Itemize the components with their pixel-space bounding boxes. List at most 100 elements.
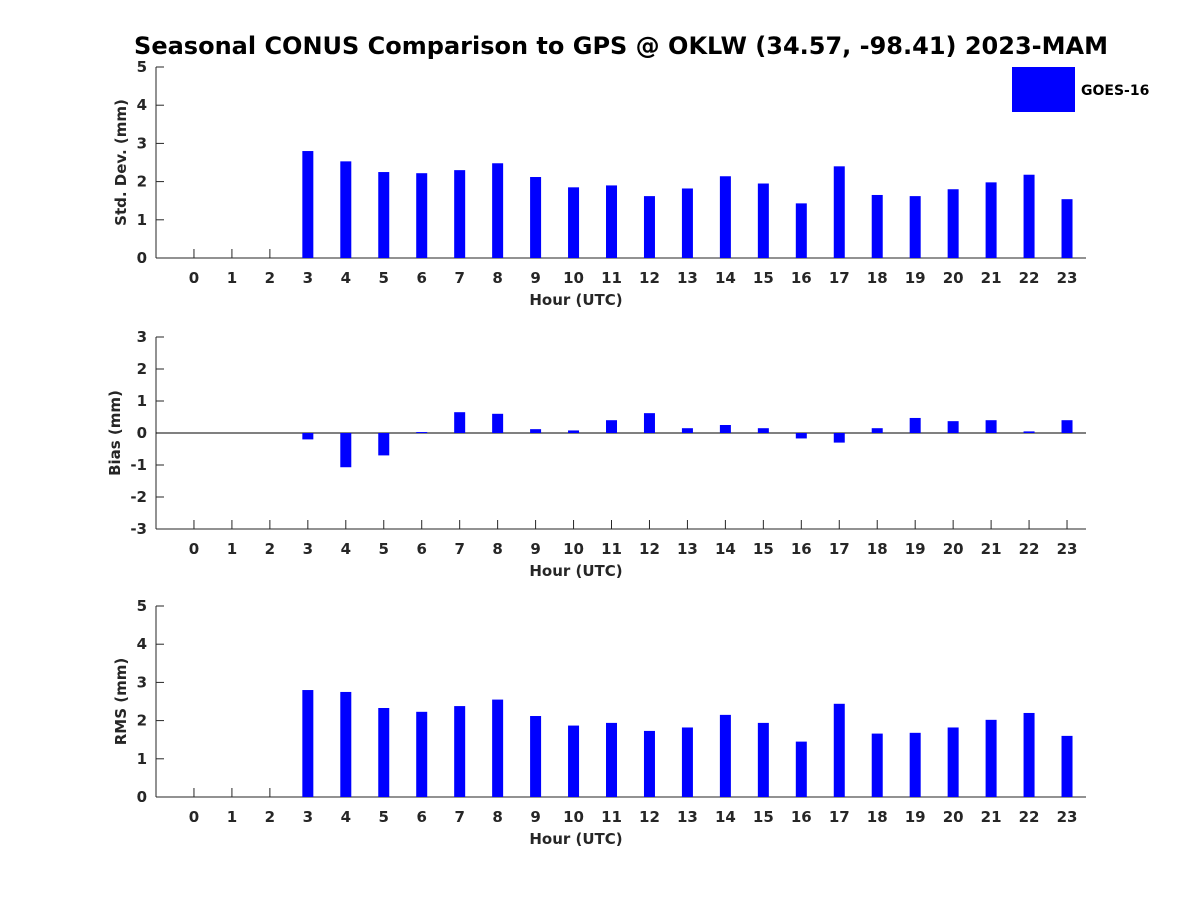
std-dev-bar-hour-18 [871, 194, 883, 258]
rms-ytick-label: 4 [137, 635, 147, 653]
bias-bar-hour-14 [719, 425, 731, 433]
std-dev-bar-hour-23 [1061, 199, 1073, 258]
rms-bar-hour-18 [871, 733, 883, 797]
rms-xtick-label: 23 [1057, 808, 1078, 826]
std-dev-xtick-label: 7 [454, 269, 464, 287]
std-dev-ytick-label: 3 [137, 134, 147, 152]
rms-ytick-label: 3 [137, 673, 147, 691]
rms-bar-hour-13 [681, 727, 693, 797]
rms-xtick-label: 19 [905, 808, 926, 826]
std-dev-xtick-label: 22 [1019, 269, 1040, 287]
std-dev-xtick-label: 18 [867, 269, 888, 287]
rms-ytick-label: 5 [137, 597, 147, 615]
bias-bar-hour-23 [1061, 420, 1073, 433]
bias-bar-hour-9 [530, 429, 542, 433]
std-dev-bar-hour-21 [985, 182, 997, 258]
rms-bar-hour-21 [985, 719, 997, 797]
bias-bar-hour-20 [947, 421, 959, 433]
bias-bar-hour-16 [795, 433, 807, 439]
bias-xtick-label: 3 [303, 540, 313, 558]
bias-bar-hour-8 [492, 413, 504, 433]
rms-bar-hour-3 [302, 690, 314, 797]
std-dev-bar-hour-3 [302, 151, 314, 258]
std-dev-xtick-label: 5 [379, 269, 389, 287]
std-dev-bar-hour-5 [378, 172, 390, 258]
bias-bar-hour-10 [568, 430, 580, 433]
std-dev-xtick-label: 15 [753, 269, 774, 287]
bias-bar-hour-21 [985, 420, 997, 433]
bias-xtick-label: 23 [1057, 540, 1078, 558]
std-dev-xtick-label: 0 [189, 269, 199, 287]
rms-xtick-label: 7 [454, 808, 464, 826]
std-dev-ytick-label: 5 [137, 58, 147, 76]
std-dev-xtick-label: 16 [791, 269, 812, 287]
rms-xtick-label: 15 [753, 808, 774, 826]
std-dev-xtick-label: 17 [829, 269, 850, 287]
bias-bar-hour-3 [302, 433, 314, 440]
bias-bar-hour-5 [378, 433, 390, 456]
bias-bar-hour-18 [871, 428, 883, 433]
rms-bar-hour-15 [757, 722, 769, 797]
rms-xtick-label: 12 [639, 808, 660, 826]
legend: GOES-16 [1012, 67, 1149, 112]
std-dev-ytick-label: 4 [137, 96, 147, 114]
std-dev-xtick-label: 9 [530, 269, 540, 287]
bias-xtick-label: 20 [943, 540, 964, 558]
std-dev-bar-hour-4 [340, 161, 352, 258]
std-dev-bar-hour-13 [681, 188, 693, 258]
rms-xtick-label: 21 [981, 808, 1002, 826]
legend-label-goes-16: GOES-16 [1081, 83, 1149, 99]
rms-bar-hour-4 [340, 691, 352, 797]
rms-bar-hour-7 [454, 706, 466, 797]
bias-y-axis-label: Bias (mm) [106, 390, 124, 476]
bias-xtick-label: 5 [379, 540, 389, 558]
rms-xtick-label: 14 [715, 808, 736, 826]
std-dev-bar-hour-17 [833, 166, 845, 258]
bias-x-axis-label: Hour (UTC) [529, 562, 622, 580]
rms-xtick-label: 4 [341, 808, 351, 826]
bias-xtick-label: 8 [492, 540, 502, 558]
rms-ytick-label: 2 [137, 712, 147, 730]
rms-xtick-label: 6 [416, 808, 426, 826]
bias-xtick-label: 4 [341, 540, 351, 558]
std-dev-xtick-label: 3 [303, 269, 313, 287]
rms-xtick-label: 10 [563, 808, 584, 826]
bias-xtick-label: 6 [416, 540, 426, 558]
std-dev-bar-hour-11 [606, 185, 618, 258]
rms-xtick-label: 11 [601, 808, 622, 826]
std-dev-ytick-label: 2 [137, 173, 147, 191]
std-dev-bar-hour-22 [1023, 174, 1035, 258]
std-dev-xtick-label: 11 [601, 269, 622, 287]
legend-swatch-goes-16 [1012, 67, 1075, 112]
chart-title: Seasonal CONUS Comparison to GPS @ OKLW … [134, 32, 1108, 60]
std-dev-x-axis-label: Hour (UTC) [529, 291, 622, 309]
std-dev-xtick-label: 13 [677, 269, 698, 287]
std-dev-xtick-label: 23 [1057, 269, 1078, 287]
bias-bar-hour-4 [340, 433, 352, 468]
bias-bar-hour-22 [1023, 431, 1035, 433]
bias-xtick-label: 1 [227, 540, 237, 558]
std-dev-xtick-label: 19 [905, 269, 926, 287]
std-dev-bar-hour-8 [492, 163, 504, 258]
rms-y-axis-label: RMS (mm) [112, 658, 130, 745]
std-dev-bar-hour-10 [568, 187, 580, 258]
rms-xtick-label: 17 [829, 808, 850, 826]
bias-xtick-label: 19 [905, 540, 926, 558]
std-dev-bar-hour-20 [947, 189, 959, 258]
rms-bar-hour-22 [1023, 712, 1035, 797]
bias-xtick-label: 7 [454, 540, 464, 558]
rms-bar-hour-16 [795, 741, 807, 797]
rms-xtick-label: 0 [189, 808, 199, 826]
rms-xtick-label: 18 [867, 808, 888, 826]
bias-xtick-label: 0 [189, 540, 199, 558]
bias-xtick-label: 9 [530, 540, 540, 558]
bias-bar-hour-15 [757, 428, 769, 433]
rms-bar-hour-9 [530, 716, 542, 797]
rms-bar-hour-12 [643, 730, 655, 797]
bias-xtick-label: 2 [265, 540, 275, 558]
bias-xtick-label: 17 [829, 540, 850, 558]
std-dev-bar-hour-12 [643, 196, 655, 258]
